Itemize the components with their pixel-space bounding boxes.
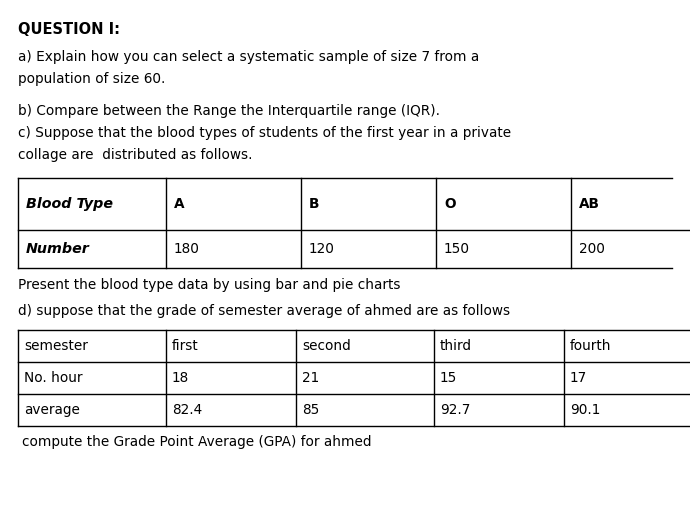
Text: 85: 85 — [302, 403, 319, 417]
Text: average: average — [24, 403, 80, 417]
Text: 15: 15 — [440, 371, 457, 385]
Text: No. hour: No. hour — [24, 371, 83, 385]
Text: 200: 200 — [579, 242, 605, 256]
Text: b) Compare between the Range the Interquartile range (IQR).: b) Compare between the Range the Interqu… — [18, 104, 440, 118]
Text: 120: 120 — [309, 242, 335, 256]
Text: compute the Grade Point Average (GPA) for ahmed: compute the Grade Point Average (GPA) fo… — [22, 435, 371, 449]
Text: second: second — [302, 339, 351, 353]
Text: c) Suppose that the blood types of students of the first year in a private: c) Suppose that the blood types of stude… — [18, 126, 511, 140]
Text: Blood Type: Blood Type — [26, 197, 113, 211]
Text: 90.1: 90.1 — [570, 403, 600, 417]
Text: 18: 18 — [172, 371, 189, 385]
Text: 150: 150 — [444, 242, 470, 256]
Text: third: third — [440, 339, 472, 353]
Text: first: first — [172, 339, 199, 353]
Text: A: A — [174, 197, 184, 211]
Text: d) suppose that the grade of semester average of ahmed are as follows: d) suppose that the grade of semester av… — [18, 304, 510, 318]
Text: Present the blood type data by using bar and pie charts: Present the blood type data by using bar… — [18, 278, 400, 292]
Text: QUESTION I:: QUESTION I: — [18, 22, 120, 37]
Text: a) Explain how you can select a systematic sample of size 7 from a: a) Explain how you can select a systemat… — [18, 50, 480, 64]
Text: O: O — [444, 197, 455, 211]
Text: 21: 21 — [302, 371, 319, 385]
Text: AB: AB — [579, 197, 600, 211]
Text: 17: 17 — [570, 371, 587, 385]
Text: 180: 180 — [174, 242, 200, 256]
Text: Number: Number — [26, 242, 90, 256]
Text: 82.4: 82.4 — [172, 403, 202, 417]
Text: collage are  distributed as follows.: collage are distributed as follows. — [18, 148, 253, 162]
Text: B: B — [309, 197, 319, 211]
Text: 92.7: 92.7 — [440, 403, 471, 417]
Text: fourth: fourth — [570, 339, 611, 353]
Text: semester: semester — [24, 339, 88, 353]
Text: population of size 60.: population of size 60. — [18, 72, 166, 86]
